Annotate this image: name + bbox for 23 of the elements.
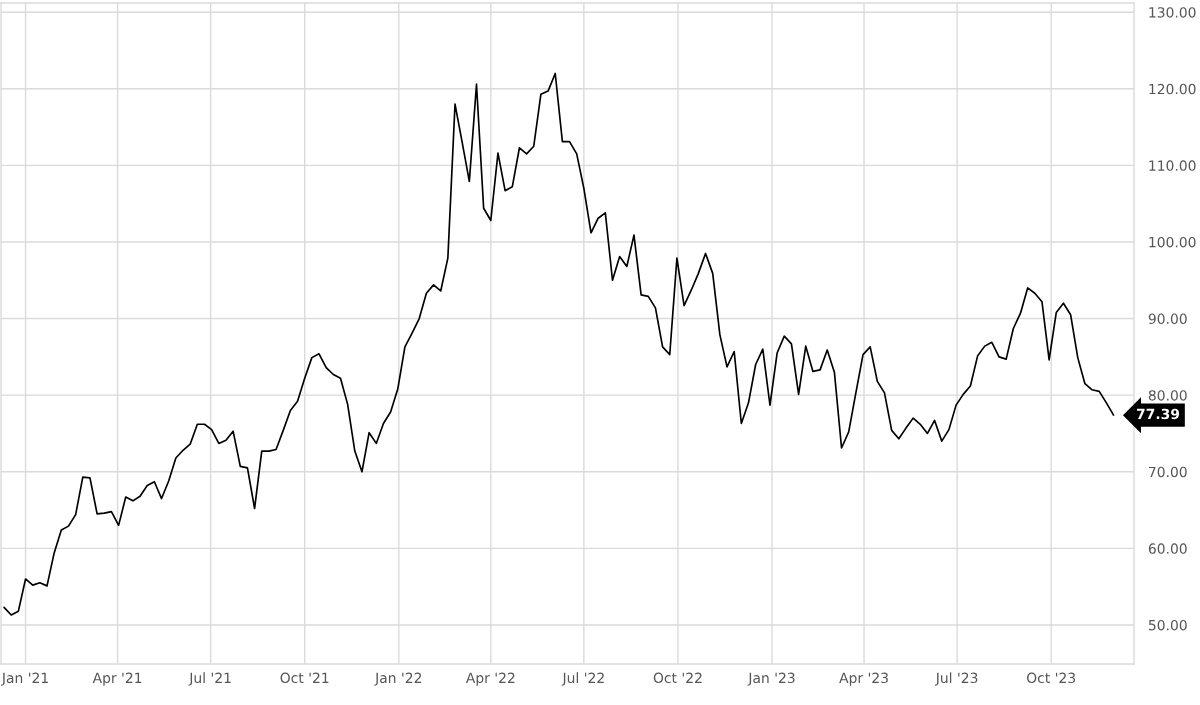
y-tick-label: 120.00 — [1149, 83, 1196, 95]
y-tick-label: 50.00 — [1148, 619, 1187, 631]
x-tick-label: Jul '23 — [935, 672, 978, 686]
x-tick-label: Apr '23 — [839, 672, 888, 686]
x-tick-label: Jan '21 — [1, 672, 48, 686]
x-tick-label: Jul '22 — [561, 672, 604, 686]
line-series — [3, 72, 1115, 616]
annotation: 77.39 — [1136, 408, 1180, 420]
y-tick-label: 100.00 — [1149, 236, 1196, 248]
x-tick-label: Jan '22 — [374, 672, 422, 686]
x-tick-label: Jul '21 — [188, 672, 231, 686]
x-tick-label: Oct '21 — [280, 672, 329, 684]
y-tick-label: 80.00 — [1148, 390, 1187, 401]
x-tick-label: Oct '23 — [1026, 672, 1076, 684]
y-tick-label: 60.00 — [1148, 543, 1187, 554]
x-tick-label: Apr '22 — [465, 672, 515, 686]
y-tick-label: 70.00 — [1149, 466, 1187, 478]
y-tick-label: 90.00 — [1148, 313, 1187, 325]
x-tick-label: Oct '22 — [653, 672, 702, 684]
y-tick-label: 130.00 — [1149, 7, 1196, 18]
x-tick-label: Apr '21 — [92, 672, 142, 686]
y-tick-label: 110.00 — [1149, 160, 1196, 171]
x-tick-label: Jan '23 — [747, 672, 795, 686]
